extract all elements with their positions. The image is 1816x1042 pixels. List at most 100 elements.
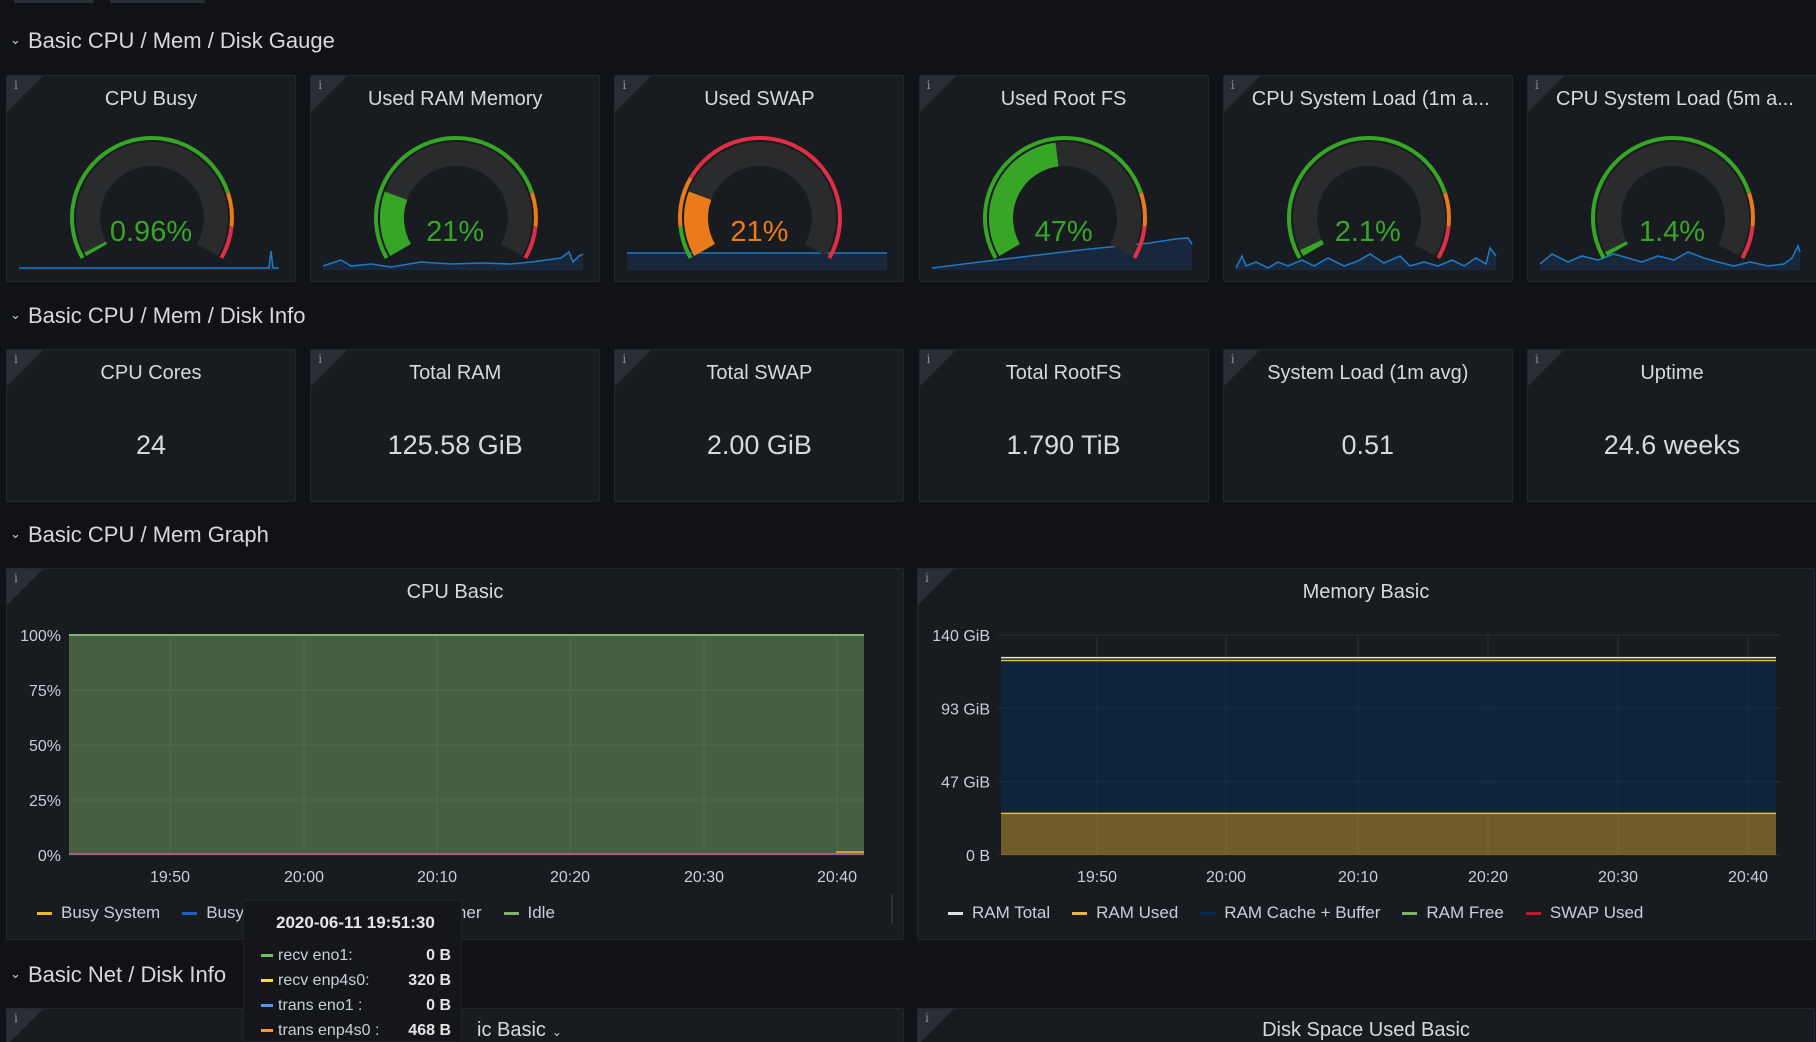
stat-panel[interactable]: i System Load (1m avg) 0.51	[1222, 349, 1513, 502]
stat-value: 1.790 TiB	[1006, 430, 1121, 460]
info-icon[interactable]: i	[919, 350, 956, 386]
gauge-value-arc	[988, 142, 1059, 256]
stat-value: 125.58 GiB	[387, 430, 523, 460]
panel-title: System Load (1m avg)	[1267, 362, 1469, 384]
memory-basic-panel[interactable]: i Memory Basic 140 GiB 93 GiB 47 GiB 0 B 19:…	[917, 568, 1815, 940]
y-tick-label: 0%	[38, 848, 61, 865]
info-icon[interactable]: i	[615, 350, 652, 386]
tooltip-series-value: 468 B	[408, 1021, 451, 1039]
tooltip-row: trans eno1 : 0 B	[261, 993, 451, 1018]
legend-swatch	[182, 911, 198, 915]
legend-swatch	[261, 954, 273, 957]
x-tick-label: 20:30	[1598, 869, 1638, 886]
chevron-down-icon[interactable]: ⌄	[551, 1025, 562, 1039]
sparkline-area	[1540, 246, 1800, 270]
gauge-threshold-arc	[1138, 192, 1147, 227]
legend-item[interactable]: Busy	[182, 903, 244, 923]
gauge-panel[interactable]: i CPU Busy 0.96%	[6, 75, 296, 282]
info-icon[interactable]: i	[1528, 76, 1564, 112]
legend-label: Busy	[206, 903, 244, 922]
info-icon[interactable]: i	[1223, 76, 1260, 112]
y-tick-label: 140 GiB	[932, 628, 990, 645]
row-header-net[interactable]: ⌄ Basic Net / Disk Info	[10, 960, 226, 990]
info-icon[interactable]: i	[7, 350, 43, 386]
legend-swatch	[948, 911, 963, 915]
legend-label: RAM Used	[1096, 903, 1179, 922]
sparkline	[19, 250, 279, 269]
gauge-chart	[931, 136, 1193, 270]
info-icon[interactable]: i	[311, 76, 348, 112]
gauge-threshold-arc	[226, 192, 234, 227]
legend-item[interactable]: SWAP Used	[1525, 903, 1644, 923]
panel-title: CPU Basic	[406, 581, 504, 603]
panel-title: ic Basic ⌄	[477, 1019, 562, 1041]
legend-item[interactable]: RAM Used	[1072, 903, 1178, 923]
gauge-threshold-arc	[689, 136, 843, 259]
info-icon[interactable]: i	[1528, 350, 1564, 386]
row-header-info[interactable]: ⌄ Basic CPU / Mem / Disk Info	[10, 301, 306, 331]
legend-item[interactable]: Busy System	[37, 903, 160, 923]
stat-panel[interactable]: i Total RootFS 1.790 TiB	[918, 349, 1209, 502]
row-title: Basic CPU / Mem Graph	[28, 522, 269, 547]
x-tick-label: 20:20	[550, 869, 590, 886]
cpu-basic-panel[interactable]: i CPU Basic 100% 75% 50% 25% 0% 19:50 20:00 20:…	[6, 568, 904, 940]
info-icon[interactable]: i	[7, 76, 43, 112]
stat-panel[interactable]: i Total SWAP 2.00 GiB	[614, 349, 905, 502]
legend-swatch	[261, 979, 273, 982]
gauge-panel[interactable]: i CPU System Load (5m a... 1.4%	[1527, 75, 1816, 282]
y-tick-label: 0 B	[966, 848, 990, 865]
gauge-value: 0.96%	[109, 216, 193, 248]
legend-item[interactable]: RAM Free	[1402, 903, 1504, 923]
cpu-basic-graph[interactable]: 100% 75% 50% 25% 0% 19:50 20:00 20:10 20:20 20:30…	[7, 569, 905, 941]
x-tick-label: 20:30	[684, 869, 724, 886]
gauge-track	[1292, 142, 1445, 256]
chevron-down-icon: ⌄	[10, 966, 21, 981]
gauge-panel[interactable]: i Used SWAP 21%	[614, 75, 905, 282]
info-icon[interactable]: i	[1223, 350, 1260, 386]
info-icon[interactable]: i	[615, 76, 652, 112]
y-tick-label: 100%	[20, 628, 61, 645]
info-icon[interactable]: i	[918, 1009, 954, 1042]
gauge-chart	[322, 136, 584, 270]
info-icon[interactable]: i	[7, 1009, 43, 1042]
gauge-value-arc	[380, 191, 412, 256]
series-idle-area	[69, 635, 864, 855]
gauge-threshold-arc	[1740, 226, 1755, 259]
info-icon[interactable]: i	[7, 569, 43, 605]
legend-item[interactable]: Idle	[503, 903, 555, 923]
gauge-panel[interactable]: i Used Root FS 47%	[918, 75, 1209, 282]
legend-swatch	[261, 1004, 273, 1007]
info-icon[interactable]: i	[311, 350, 348, 386]
row-title: Basic Net / Disk Info	[28, 962, 227, 987]
stat-value: 24	[135, 430, 167, 460]
gauge-panel[interactable]: i CPU System Load (1m a... 2.1%	[1222, 75, 1513, 282]
series-ram-cache-area	[1001, 657, 1776, 814]
panel-title: Total RootFS	[1005, 362, 1122, 384]
panel-title: Uptime	[1640, 362, 1704, 384]
disk-space-used-basic-panel[interactable]: i Disk Space Used Basic	[917, 1008, 1815, 1042]
toolbar-button-remnant[interactable]	[14, 0, 94, 3]
gauge-threshold-arc	[530, 192, 539, 227]
panel-title: CPU Cores	[100, 362, 202, 384]
row-header-graph[interactable]: ⌄ Basic CPU / Mem Graph	[10, 520, 269, 550]
gauge-value-arc	[1299, 239, 1324, 256]
gauge-panel[interactable]: i Used RAM Memory 21%	[310, 75, 601, 282]
stat-panel[interactable]: i CPU Cores 24	[6, 349, 296, 502]
info-icon[interactable]: i	[918, 569, 954, 605]
toolbar-button-remnant[interactable]	[110, 0, 205, 3]
legend-item[interactable]: RAM Total	[948, 903, 1050, 923]
panel-title: CPU System Load (5m a...	[1556, 88, 1794, 110]
info-icon[interactable]: i	[919, 76, 956, 112]
memory-basic-graph[interactable]: 140 GiB 93 GiB 47 GiB 0 B 19:50 20:00 20:10 20:…	[918, 569, 1816, 941]
stat-panel[interactable]: i Uptime 24.6 weeks	[1527, 349, 1816, 502]
stat-panel[interactable]: i Total RAM 125.58 GiB	[310, 349, 601, 502]
gauge-threshold-arc	[1747, 192, 1755, 227]
legend-swatch	[1200, 911, 1216, 915]
sparkline-area	[1235, 248, 1496, 270]
panel-title: Used SWAP	[704, 88, 815, 110]
legend-item[interactable]: RAM Cache + Buffer	[1200, 903, 1380, 923]
gauge-threshold-arc	[374, 136, 535, 259]
legend-label: SWAP Used	[1549, 903, 1644, 922]
x-tick-label: 20:10	[417, 869, 457, 886]
row-header-gauge[interactable]: ⌄ Basic CPU / Mem / Disk Gauge	[10, 26, 335, 56]
